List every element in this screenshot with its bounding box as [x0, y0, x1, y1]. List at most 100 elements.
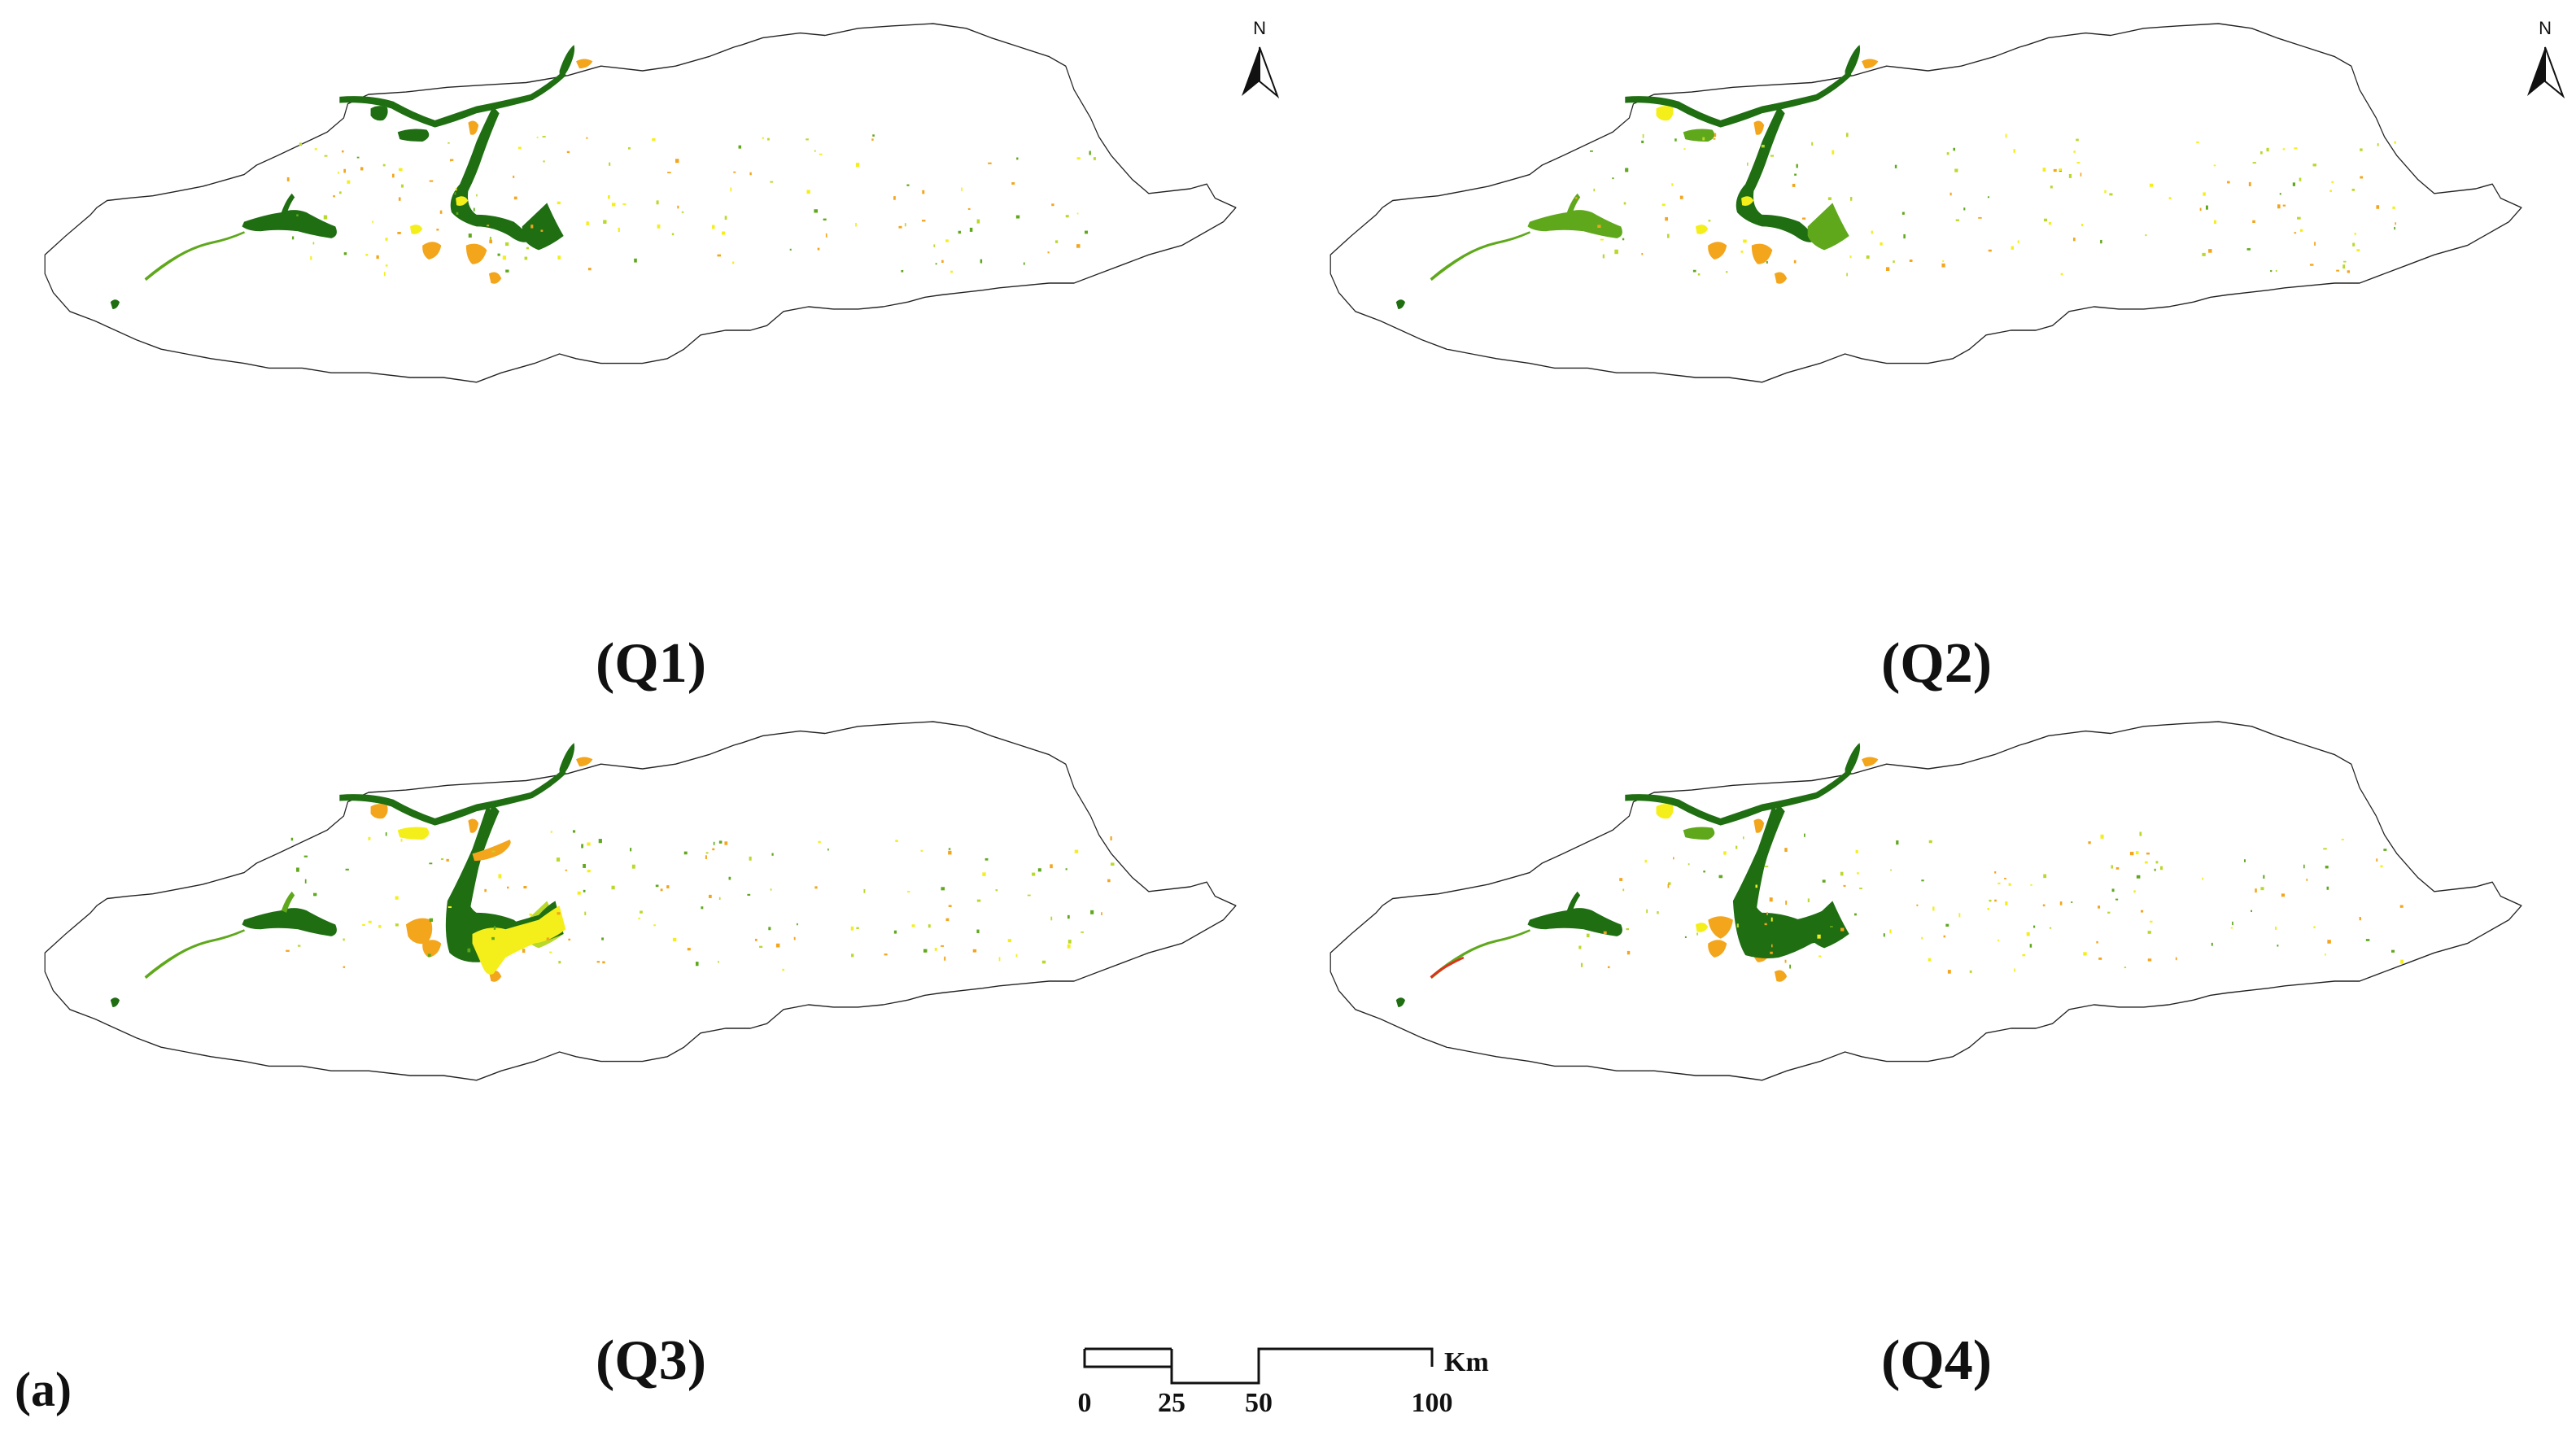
land-cover-speckle [476, 194, 478, 197]
north-letter: N [1253, 18, 1266, 38]
north-lake [1656, 106, 1674, 121]
land-cover-speckle [1789, 964, 1791, 969]
land-cover-speckle [814, 209, 818, 213]
land-cover-speckle [505, 269, 509, 273]
land-cover-speckle [291, 236, 295, 240]
land-cover-speckle [911, 924, 915, 927]
orange-ne [1862, 59, 1879, 69]
land-cover-speckle [806, 138, 809, 141]
land-cover-speckle [1067, 944, 1071, 949]
land-cover-speckle [920, 849, 923, 852]
land-cover-speckle [1854, 913, 1857, 916]
land-cover-speckle [362, 923, 365, 926]
land-cover-speckle [1614, 250, 1618, 255]
land-cover-speckle [656, 200, 659, 205]
land-cover-speckle [1027, 894, 1031, 897]
land-cover-speckle [1602, 254, 1605, 259]
land-cover-speckle [718, 840, 723, 844]
land-cover-speckle [429, 180, 434, 182]
land-cover-speckle [2111, 865, 2113, 869]
land-cover-speckle [2281, 893, 2285, 897]
land-cover-speckle [546, 937, 550, 940]
land-cover-speckle [628, 146, 631, 150]
land-cover-speckle [2135, 851, 2139, 855]
land-cover-speckle [384, 272, 386, 277]
land-cover-layer [1395, 45, 2397, 309]
se-delta [1807, 203, 1849, 251]
land-cover-speckle [980, 259, 983, 264]
land-cover-speckle [934, 947, 937, 951]
land-cover-speckle [730, 187, 732, 192]
land-cover-speckle [695, 962, 699, 967]
land-cover-speckle [296, 867, 299, 872]
land-cover-speckle [1085, 230, 1089, 234]
land-cover-speckle [722, 231, 726, 235]
land-cover-speckle [907, 891, 910, 892]
land-cover-speckle [1622, 888, 1625, 892]
land-cover-speckle [518, 146, 522, 150]
land-cover-speckle [2343, 260, 2347, 263]
land-cover-speckle [1708, 220, 1711, 222]
land-cover-speckle [1718, 875, 1723, 879]
land-cover-speckle [611, 203, 616, 207]
land-cover-speckle [565, 869, 568, 871]
north-arrow-q2: N [2527, 18, 2565, 99]
land-cover-speckle [1794, 173, 1797, 176]
land-cover-speckle [2115, 898, 2119, 901]
land-cover-speckle [566, 151, 570, 154]
land-cover-speckle [1896, 840, 1899, 845]
land-cover-speckle [855, 163, 860, 168]
land-cover-speckle [640, 910, 643, 914]
panel-label-q4: (Q4) [1881, 1329, 1992, 1392]
land-cover-speckle [513, 175, 515, 178]
land-cover-speckle [2232, 921, 2233, 926]
land-cover-speckle [1845, 133, 1849, 137]
land-cover-speckle [1093, 157, 1096, 160]
land-cover-speckle [1065, 868, 1068, 871]
land-cover-speckle [2400, 959, 2404, 964]
land-cover-speckle [345, 868, 349, 871]
land-cover-speckle [2277, 945, 2279, 947]
land-cover-speckle [440, 857, 444, 861]
land-cover-speckle [705, 852, 709, 854]
land-cover-speckle [2076, 162, 2080, 164]
land-cover-speckle [2230, 927, 2233, 929]
land-cover-speckle [1953, 147, 1956, 151]
land-cover-speckle [1047, 251, 1050, 254]
region-boundary [43, 22, 1238, 383]
north-river [339, 71, 566, 128]
land-cover-speckle [771, 853, 774, 856]
land-cover-speckle [1989, 899, 1992, 902]
land-cover-speckle [602, 961, 605, 964]
land-cover-speckle [1641, 252, 1644, 255]
land-cover-speckle [622, 203, 627, 205]
land-cover-speckle [789, 248, 792, 251]
land-cover-speckle [596, 961, 600, 963]
land-cover-speckle [1590, 150, 1593, 152]
land-cover-speckle [2146, 852, 2150, 855]
land-cover-speckle [733, 171, 736, 173]
land-cover-speckle [473, 207, 475, 212]
land-cover-speckle [1110, 862, 1115, 866]
land-cover-speckle [536, 136, 539, 138]
land-cover-speckle [1822, 879, 1826, 883]
land-cover-speckle [1090, 910, 1094, 914]
land-cover-speckle [1880, 242, 1883, 246]
land-cover-speckle [522, 949, 526, 953]
north-letter: N [2539, 18, 2552, 38]
land-cover-speckle [928, 924, 931, 928]
land-cover-speckle [2392, 206, 2395, 209]
land-cover-speckle [825, 233, 827, 238]
land-cover-speckle [1784, 848, 1788, 853]
land-cover-speckle [759, 945, 763, 948]
land-cover-speckle [1684, 936, 1687, 938]
land-cover-speckle [2008, 883, 2011, 886]
land-cover-speckle [611, 885, 615, 890]
land-cover-speckle [944, 956, 946, 961]
land-cover-speckle [2100, 834, 2104, 839]
land-cover-speckle [2323, 848, 2327, 850]
land-cover-speckle [1696, 932, 1699, 936]
land-cover-speckle [2029, 944, 2032, 948]
q3-orange-west [405, 918, 433, 945]
orange-patch-1 [1708, 940, 1727, 958]
